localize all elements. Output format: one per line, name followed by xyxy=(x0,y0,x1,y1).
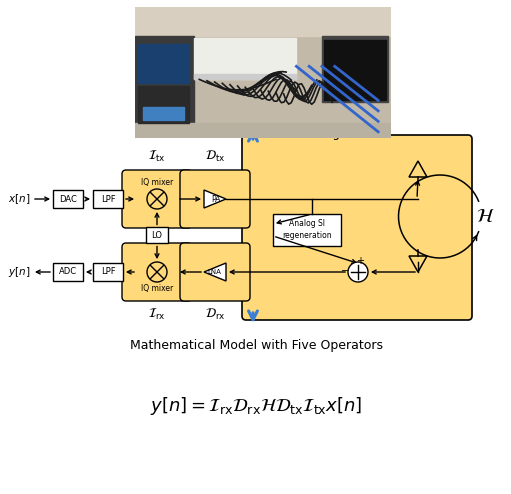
Bar xyxy=(138,44,189,83)
Text: $\mathcal{D}_{\mathrm{tx}}$: $\mathcal{D}_{\mathrm{tx}}$ xyxy=(205,149,225,164)
Bar xyxy=(53,190,83,208)
Bar xyxy=(93,190,123,208)
Text: regeneration: regeneration xyxy=(282,232,332,241)
Text: LNA: LNA xyxy=(207,269,221,275)
Polygon shape xyxy=(204,263,226,281)
Bar xyxy=(273,214,341,246)
Text: $\mathcal{H}$: $\mathcal{H}$ xyxy=(476,207,494,226)
Bar xyxy=(138,86,189,123)
Bar xyxy=(146,228,168,244)
Text: IQ mixer: IQ mixer xyxy=(141,177,173,187)
Text: $\mathcal{D}_{\mathrm{rx}}$: $\mathcal{D}_{\mathrm{rx}}$ xyxy=(205,307,225,322)
Polygon shape xyxy=(204,190,226,208)
Text: $x[n]$: $x[n]$ xyxy=(8,192,30,206)
Bar xyxy=(324,40,386,100)
Text: PA: PA xyxy=(212,195,221,204)
Bar xyxy=(322,36,388,102)
Bar xyxy=(93,263,123,281)
Text: $+$: $+$ xyxy=(357,254,365,265)
Circle shape xyxy=(147,189,167,209)
Circle shape xyxy=(348,262,368,282)
Bar xyxy=(143,107,184,120)
Text: Mathematical Model with Five Operators: Mathematical Model with Five Operators xyxy=(129,339,383,353)
FancyBboxPatch shape xyxy=(180,243,250,301)
Bar xyxy=(135,36,194,138)
Text: Analog SI: Analog SI xyxy=(289,219,325,229)
Text: $\mathcal{I}_{\mathrm{tx}}$: $\mathcal{I}_{\mathrm{tx}}$ xyxy=(148,149,166,164)
Text: To Block Diagram: To Block Diagram xyxy=(261,127,364,140)
FancyBboxPatch shape xyxy=(122,243,192,301)
Text: $y[n] = \mathcal{I}_{\mathrm{rx}}\mathcal{D}_{\mathrm{rx}}\mathcal{H}\mathcal{D}: $y[n] = \mathcal{I}_{\mathrm{rx}}\mathca… xyxy=(150,395,362,417)
Text: LPF: LPF xyxy=(101,195,115,204)
Text: ADC: ADC xyxy=(59,267,77,277)
Bar xyxy=(53,263,83,281)
Bar xyxy=(194,74,296,80)
FancyBboxPatch shape xyxy=(180,170,250,228)
Bar xyxy=(135,123,391,138)
Circle shape xyxy=(147,262,167,282)
Bar xyxy=(135,7,391,36)
Text: LPF: LPF xyxy=(101,267,115,277)
Text: $\mathcal{I}_{\mathrm{rx}}$: $\mathcal{I}_{\mathrm{rx}}$ xyxy=(148,307,166,322)
Text: $y[n]$: $y[n]$ xyxy=(8,265,30,279)
Bar xyxy=(194,38,296,80)
FancyBboxPatch shape xyxy=(122,170,192,228)
FancyBboxPatch shape xyxy=(242,135,472,320)
Text: IQ mixer: IQ mixer xyxy=(141,285,173,293)
Text: $-$: $-$ xyxy=(340,264,350,274)
Text: LO: LO xyxy=(151,231,162,240)
Text: DAC: DAC xyxy=(59,195,77,204)
